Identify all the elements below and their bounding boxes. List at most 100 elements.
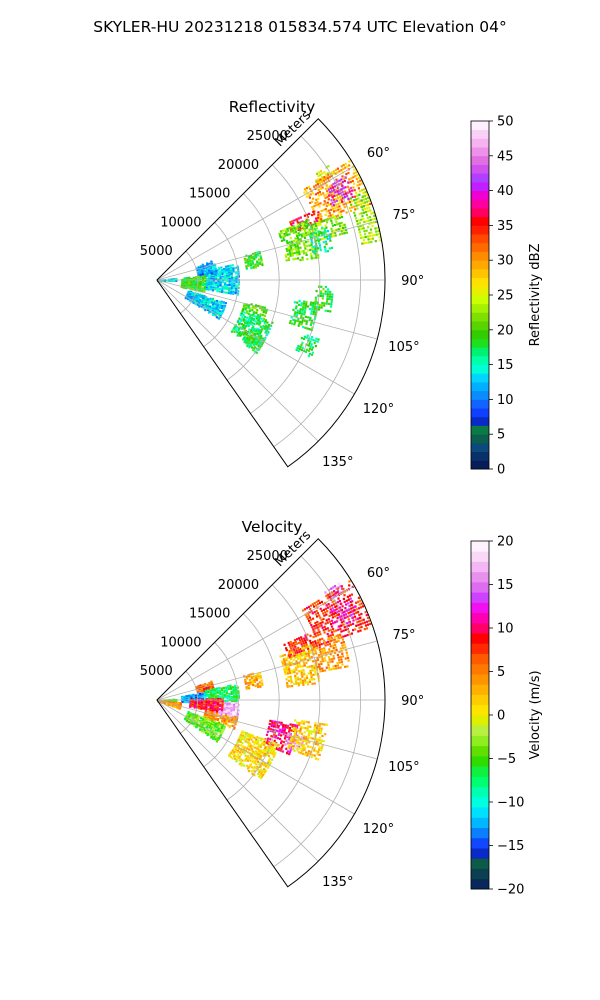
- echo-gate: [280, 239, 284, 242]
- echo-gate: [290, 747, 293, 750]
- echo-gate: [310, 755, 313, 759]
- echo-gate: [313, 632, 316, 636]
- echo-gate: [302, 653, 306, 656]
- echo-gate: [220, 266, 223, 269]
- echo-gate: [266, 332, 269, 335]
- echo-gate: [294, 739, 297, 742]
- echo-gate: [302, 671, 305, 674]
- echo-gate: [215, 278, 218, 281]
- echo-gate: [311, 626, 314, 629]
- echo-gate: [244, 740, 247, 743]
- echo-gate: [308, 328, 311, 331]
- echo-gate: [308, 319, 311, 322]
- echo-gate: [338, 606, 342, 609]
- echo-gate: [325, 184, 328, 187]
- echo-gate: [338, 610, 341, 613]
- echo-gate: [318, 648, 321, 651]
- echo-gate: [257, 674, 260, 677]
- echo-gate: [315, 624, 318, 627]
- echo-gate: [318, 306, 321, 309]
- echo-gate: [355, 624, 358, 627]
- echo-gate: [346, 165, 349, 168]
- echo-gate: [258, 250, 261, 254]
- echo-gate: [174, 705, 177, 708]
- echo-gate: [281, 662, 284, 665]
- echo-gate: [226, 283, 229, 287]
- echo-gate: [322, 292, 325, 295]
- colorbar-segment: [471, 796, 489, 808]
- echo-gate: [325, 594, 328, 598]
- echo-gate: [191, 713, 194, 716]
- echo-gate: [324, 224, 327, 227]
- echo-gate: [328, 190, 332, 194]
- echo-gate: [336, 171, 339, 174]
- echo-gate: [217, 303, 220, 306]
- echo-gate: [308, 741, 311, 744]
- echo-gate: [341, 605, 344, 608]
- echo-gate: [245, 342, 248, 345]
- echo-gate: [269, 719, 272, 722]
- echo-gate: [199, 282, 202, 285]
- echo-gate: [230, 708, 233, 711]
- echo-gate: [362, 198, 365, 201]
- echo-gate: [364, 210, 367, 214]
- echo-gate: [348, 178, 351, 181]
- echo-gate: [322, 203, 325, 206]
- echo-gate: [245, 267, 248, 270]
- echo-gate: [265, 750, 268, 753]
- echo-gate: [292, 222, 295, 225]
- echo-gate: [340, 210, 343, 213]
- echo-gate: [336, 661, 339, 665]
- echo-gate: [199, 276, 202, 279]
- colorbar-segment: [471, 592, 489, 603]
- echo-gate: [278, 747, 281, 750]
- echo-gate: [314, 296, 318, 299]
- echo-gate: [330, 300, 333, 303]
- echo-gate: [330, 184, 333, 187]
- echo-gate: [240, 731, 243, 734]
- echo-gate: [317, 599, 320, 602]
- echo-gate: [208, 282, 211, 285]
- echo-gate: [294, 674, 297, 677]
- echo-gate: [327, 663, 330, 666]
- echo-gate: [333, 194, 336, 197]
- echo-gate: [301, 235, 304, 238]
- echo-gate: [219, 273, 222, 277]
- echo-gate: [289, 254, 292, 257]
- echo-gate: [227, 688, 230, 691]
- echo-gate: [247, 758, 250, 761]
- echo-gate: [295, 682, 298, 685]
- echo-gate: [324, 248, 327, 251]
- echo-gate: [193, 724, 196, 727]
- echo-gate: [334, 191, 337, 194]
- echo-gate: [228, 276, 231, 279]
- echo-gate: [288, 670, 291, 673]
- echo-gate: [230, 289, 233, 292]
- echo-gate: [216, 287, 219, 290]
- echo-gate: [285, 647, 288, 650]
- echo-gate: [338, 211, 341, 214]
- echo-gate: [291, 229, 295, 232]
- echo-gate: [235, 281, 238, 284]
- echo-gate: [309, 316, 312, 319]
- echo-gate: [293, 323, 296, 326]
- echo-gate: [220, 714, 223, 717]
- echo-gate: [300, 337, 303, 340]
- echo-gate: [295, 735, 298, 738]
- echo-gate: [312, 232, 316, 236]
- echo-gate: [328, 605, 331, 608]
- echo-gate: [307, 752, 310, 755]
- echo-gate: [198, 725, 201, 728]
- colorbar-segment: [471, 390, 489, 400]
- echo-gate: [202, 707, 205, 710]
- echo-gate: [236, 320, 239, 324]
- echo-gate: [335, 220, 338, 223]
- echo-gate: [342, 203, 345, 206]
- echo-gate: [286, 736, 289, 739]
- echo-gate: [212, 268, 215, 271]
- echo-gate: [260, 744, 263, 747]
- echo-gate: [245, 675, 248, 679]
- echo-gate: [305, 742, 308, 745]
- echo-gate: [318, 663, 321, 666]
- echo-gate: [210, 736, 213, 739]
